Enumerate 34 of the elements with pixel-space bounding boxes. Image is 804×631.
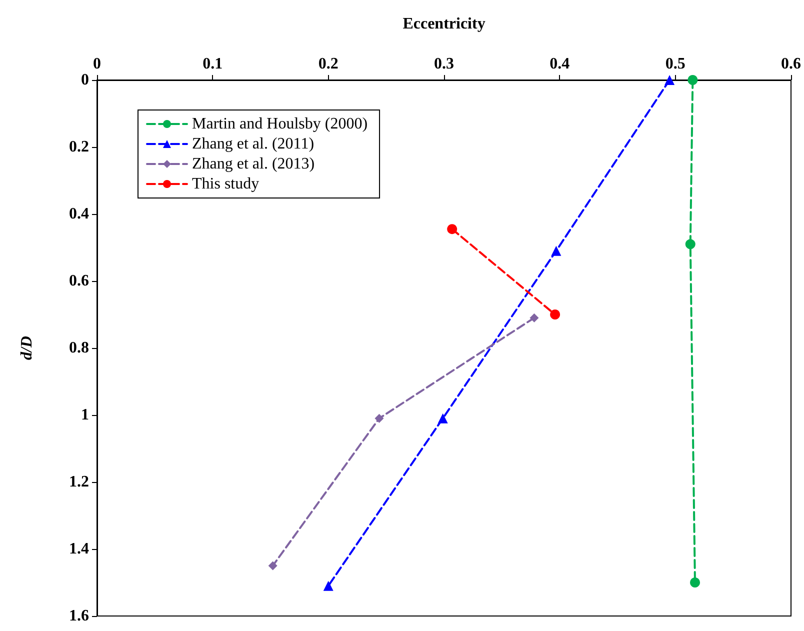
point — [690, 578, 700, 588]
point — [438, 413, 448, 424]
point — [447, 224, 458, 234]
x-tick-label: 0.4 — [550, 56, 570, 72]
y-tick-label: 0.4 — [69, 206, 89, 222]
y-tick-label: 0 — [81, 72, 89, 88]
x-tick-label: 0.5 — [665, 56, 686, 72]
x-tick-label: 0.2 — [318, 56, 338, 72]
point — [664, 75, 675, 85]
y-axis-title: d/D — [18, 336, 36, 360]
point — [268, 561, 278, 570]
legend-label: This study — [192, 176, 260, 192]
y-tick-label: 0.2 — [69, 138, 89, 156]
y-tick-label: 1 — [81, 406, 89, 424]
y-tick-label: 0.6 — [69, 272, 89, 290]
y-tick-label: 1.4 — [69, 540, 89, 558]
y-tick-label: 0.8 — [69, 340, 89, 356]
point — [551, 246, 562, 256]
point — [685, 239, 696, 250]
legend-label: Zhang et al. (2013) — [192, 156, 315, 172]
y-tick-label: 1.2 — [69, 474, 89, 490]
point — [550, 310, 560, 320]
point — [530, 313, 539, 322]
point — [374, 414, 384, 423]
point — [323, 580, 334, 591]
point — [688, 75, 698, 85]
x-axis-title: Eccentricity — [402, 16, 486, 32]
legend-label: Martin and Houlsby (2000) — [192, 116, 368, 132]
x-tick-label: 0 — [93, 56, 101, 72]
x-tick-label: 0.3 — [434, 56, 454, 72]
x-tick-label: 0.6 — [781, 56, 801, 72]
legend-label: Zhang et al. (2011) — [192, 136, 314, 152]
x-tick-label: 0.1 — [202, 56, 223, 72]
y-tick-label: 1.6 — [69, 608, 89, 624]
